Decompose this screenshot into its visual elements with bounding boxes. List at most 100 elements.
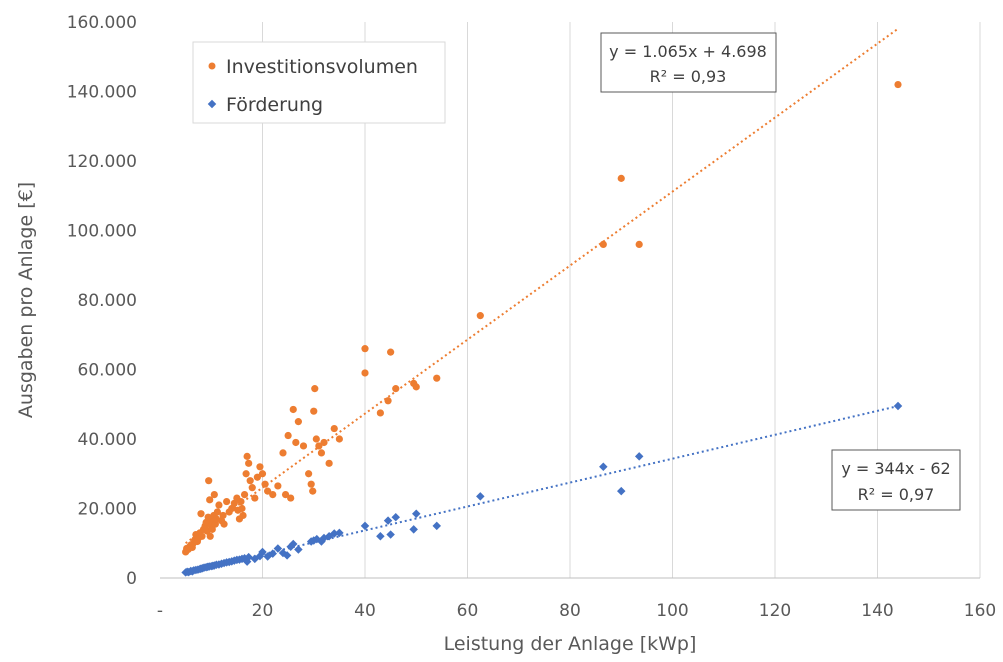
data-point-foerderung <box>391 512 400 522</box>
data-point-foerderung <box>289 539 298 549</box>
data-point-investitionsvolumen <box>292 438 300 447</box>
data-point-investitionsvolumen <box>433 374 441 382</box>
data-point-investitionsvolumen <box>251 494 259 502</box>
r-squared-investitionsvolumen: R² = 0,93 <box>650 67 727 86</box>
y-axis-ticks: 0 20.000 40.000 60.000 80.000 100.000 120.000 1… <box>67 13 137 589</box>
y-tick-label: 120.000 <box>67 152 137 172</box>
data-point-investitionsvolumen <box>635 240 643 248</box>
data-point-foerderung <box>432 521 441 531</box>
x-tick-label: 160 <box>964 601 996 621</box>
data-point-investitionsvolumen <box>309 487 317 495</box>
legend-label-foerderung: Förderung <box>226 94 323 116</box>
equation-box-investitionsvolumen: y = 1.065x + 4.698 R² = 0,93 <box>600 32 777 93</box>
x-tick-label: 60 <box>457 601 479 621</box>
y-tick-label: 100.000 <box>67 222 137 242</box>
data-point-investitionsvolumen <box>310 407 318 415</box>
y-tick-label: 160.000 <box>67 13 137 33</box>
legend: Investitionsvolumen Förderung <box>192 41 446 124</box>
data-points <box>181 80 903 577</box>
data-point-investitionsvolumen <box>239 511 247 520</box>
x-tick-label: - <box>157 601 163 621</box>
data-point-investitionsvolumen <box>248 484 256 492</box>
data-point-foerderung <box>376 532 385 541</box>
data-point-foerderung <box>412 509 421 518</box>
data-point-investitionsvolumen <box>307 480 315 488</box>
x-tick-label: 140 <box>861 601 893 621</box>
x-tick-label: 20 <box>252 601 274 621</box>
x-tick-label: 80 <box>559 601 581 621</box>
y-axis-title: Ausgaben pro Anlage [€] <box>15 182 37 418</box>
data-point-foerderung <box>599 462 608 472</box>
data-point-investitionsvolumen <box>198 532 206 540</box>
data-point-investitionsvolumen <box>223 497 231 506</box>
r-squared-foerderung: R² = 0,97 <box>858 485 935 504</box>
data-point-investitionsvolumen <box>208 525 216 533</box>
data-point-foerderung <box>282 551 292 560</box>
x-tick-label: 100 <box>656 601 688 621</box>
data-point-foerderung <box>634 452 644 461</box>
data-point-investitionsvolumen <box>312 435 320 443</box>
data-point-investitionsvolumen <box>261 480 269 488</box>
data-point-foerderung <box>294 545 303 554</box>
trendlines <box>185 27 899 574</box>
data-point-investitionsvolumen <box>376 409 384 417</box>
x-tick-label: 120 <box>759 601 791 621</box>
data-point-investitionsvolumen <box>284 431 292 440</box>
data-point-foerderung <box>617 486 626 496</box>
data-point-investitionsvolumen <box>325 459 333 467</box>
trendline-investitionsvolumen <box>185 27 899 544</box>
data-point-investitionsvolumen <box>392 385 400 393</box>
legend-marker-investitionsvolumen <box>208 62 216 70</box>
legend-marker-foerderung <box>207 99 217 109</box>
data-point-investitionsvolumen <box>387 348 395 356</box>
data-point-investitionsvolumen <box>240 491 249 499</box>
data-point-investitionsvolumen <box>384 397 392 405</box>
data-point-investitionsvolumen <box>335 435 343 443</box>
data-point-foerderung <box>273 544 283 553</box>
data-point-investitionsvolumen <box>412 383 420 391</box>
data-point-investitionsvolumen <box>305 470 313 478</box>
data-point-investitionsvolumen <box>299 442 308 450</box>
data-point-investitionsvolumen <box>320 438 328 447</box>
y-tick-label: 80.000 <box>78 291 137 311</box>
data-point-foerderung <box>335 528 344 538</box>
trendline-foerderung <box>185 405 899 574</box>
data-point-foerderung <box>409 525 418 534</box>
equation-foerderung: y = 344x - 62 <box>841 459 950 478</box>
y-tick-label: 0 <box>126 569 137 589</box>
data-point-foerderung <box>386 530 395 539</box>
data-point-foerderung <box>268 549 277 558</box>
data-point-foerderung <box>360 521 370 531</box>
data-point-investitionsvolumen <box>476 312 484 320</box>
data-point-investitionsvolumen <box>256 463 264 471</box>
data-point-investitionsvolumen <box>281 491 290 499</box>
data-point-investitionsvolumen <box>317 449 326 457</box>
legend-box <box>192 41 446 124</box>
data-point-investitionsvolumen <box>294 418 302 426</box>
data-point-investitionsvolumen <box>243 452 251 460</box>
data-point-investitionsvolumen <box>269 491 277 499</box>
data-point-investitionsvolumen <box>242 470 250 478</box>
data-point-investitionsvolumen <box>220 520 228 528</box>
data-point-foerderung <box>893 401 903 411</box>
data-point-investitionsvolumen <box>287 494 295 502</box>
data-point-investitionsvolumen <box>894 80 902 89</box>
y-tick-label: 140.000 <box>67 83 137 103</box>
y-tick-label: 60.000 <box>78 361 137 381</box>
x-axis-title: Leistung der Anlage [kWp] <box>444 633 697 655</box>
data-point-investitionsvolumen <box>311 385 319 393</box>
data-point-investitionsvolumen <box>279 449 287 457</box>
data-point-investitionsvolumen <box>617 174 625 182</box>
data-point-investitionsvolumen <box>330 424 338 433</box>
x-axis-ticks: - 20 40 60 80 100 120 140 160 <box>157 601 996 621</box>
data-point-investitionsvolumen <box>599 240 607 248</box>
data-point-investitionsvolumen <box>215 501 223 509</box>
data-point-investitionsvolumen <box>206 496 214 504</box>
data-point-investitionsvolumen <box>289 405 297 414</box>
data-point-investitionsvolumen <box>245 459 253 467</box>
data-point-investitionsvolumen <box>213 508 221 516</box>
data-point-investitionsvolumen <box>205 477 213 485</box>
y-tick-label: 20.000 <box>78 500 137 520</box>
